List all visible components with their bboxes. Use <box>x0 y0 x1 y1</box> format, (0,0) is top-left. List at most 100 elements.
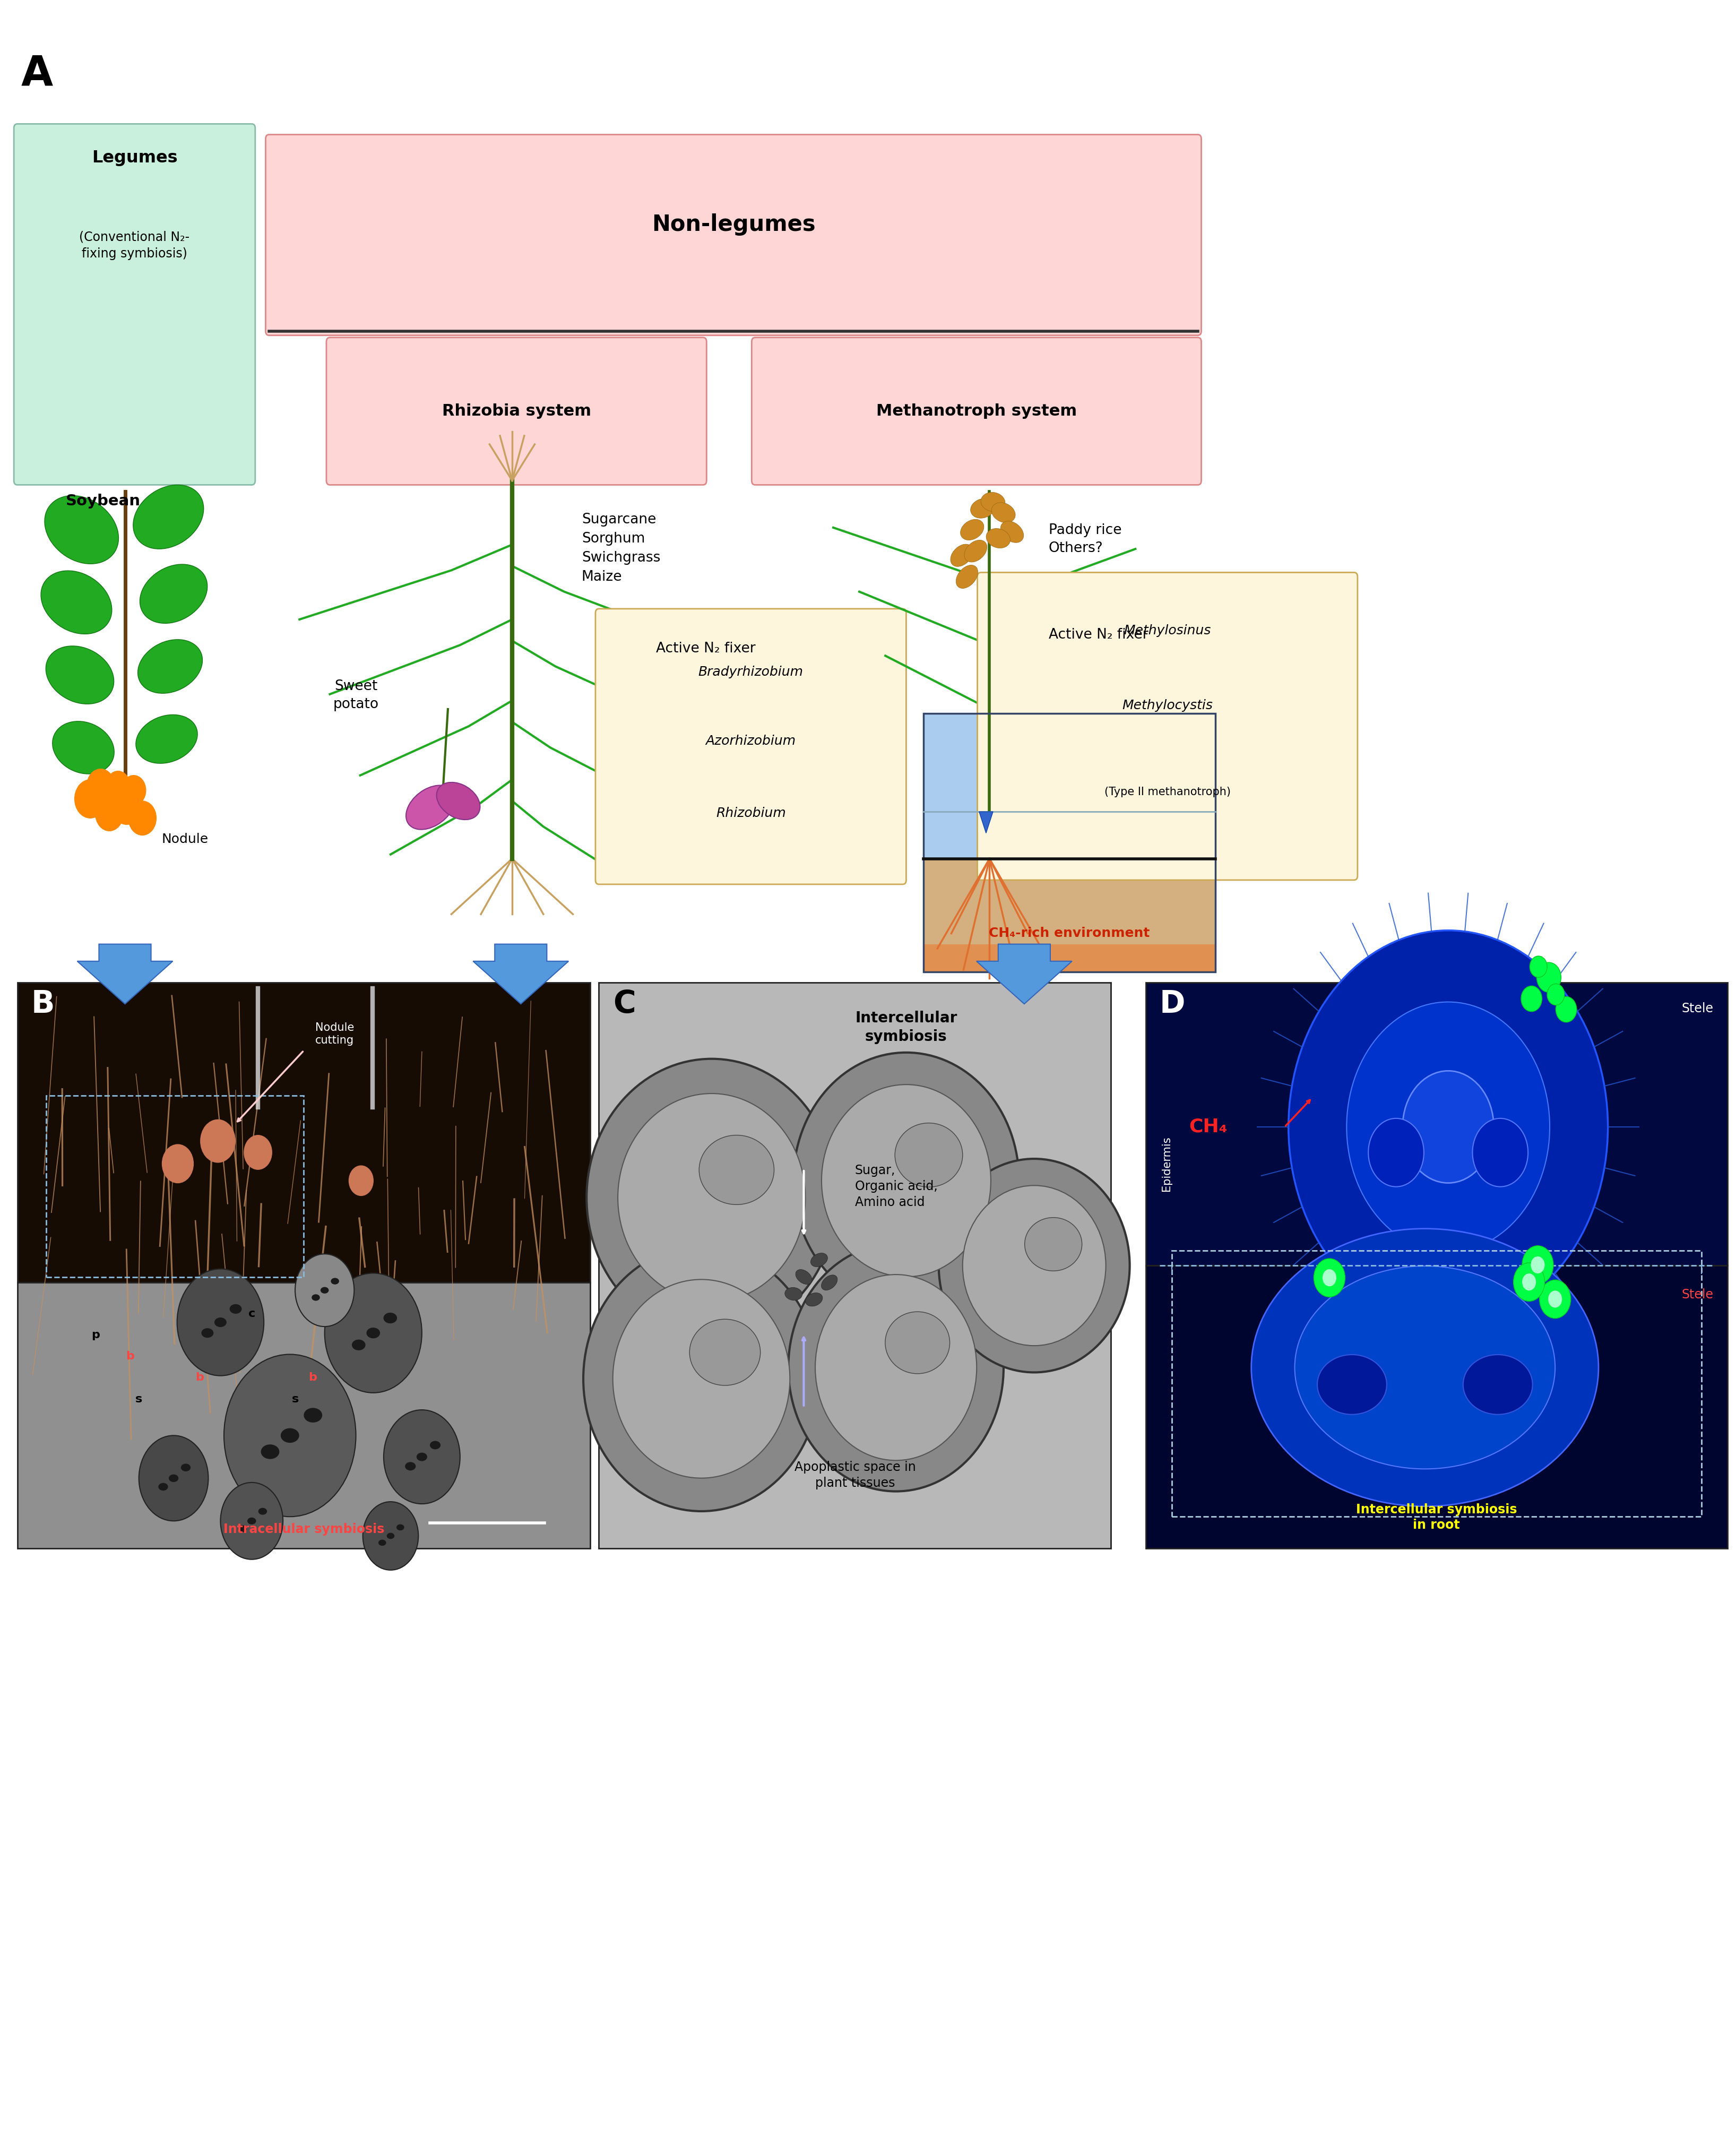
Circle shape <box>139 1435 208 1521</box>
Text: Stele: Stele <box>1682 1288 1713 1301</box>
Ellipse shape <box>821 1085 991 1277</box>
Text: Active N₂ fixer: Active N₂ fixer <box>656 643 755 656</box>
Text: Rhizobia system: Rhizobia system <box>443 404 590 419</box>
Ellipse shape <box>431 1442 441 1450</box>
Circle shape <box>1540 1279 1571 1318</box>
Ellipse shape <box>321 1288 328 1294</box>
Circle shape <box>1521 987 1542 1012</box>
Circle shape <box>1347 1002 1550 1252</box>
Text: (Type II methanotroph): (Type II methanotroph) <box>1104 786 1231 797</box>
Ellipse shape <box>201 1329 214 1337</box>
Circle shape <box>1522 1245 1554 1284</box>
FancyBboxPatch shape <box>14 124 255 485</box>
Circle shape <box>87 769 115 803</box>
Text: Epidermis: Epidermis <box>1161 1136 1172 1192</box>
Bar <box>1146 983 1727 1265</box>
Text: (Conventional N₂-
fixing symbiosis): (Conventional N₂- fixing symbiosis) <box>80 231 189 261</box>
Circle shape <box>295 1254 354 1326</box>
Ellipse shape <box>689 1320 760 1386</box>
Ellipse shape <box>259 1508 267 1514</box>
Ellipse shape <box>951 545 972 566</box>
Text: s: s <box>135 1395 142 1403</box>
Ellipse shape <box>229 1305 241 1314</box>
Ellipse shape <box>816 1275 977 1461</box>
Ellipse shape <box>1000 521 1024 543</box>
Text: D: D <box>1160 989 1186 1019</box>
Text: Apoplastic space in
plant tissues: Apoplastic space in plant tissues <box>795 1461 915 1489</box>
Circle shape <box>1323 1269 1337 1286</box>
Text: B: B <box>31 989 56 1019</box>
Text: c: c <box>248 1309 255 1318</box>
Bar <box>599 983 1111 1549</box>
Ellipse shape <box>45 496 118 564</box>
FancyBboxPatch shape <box>266 135 1201 335</box>
Text: Sweet
potato: Sweet potato <box>333 679 378 711</box>
Ellipse shape <box>1024 1218 1082 1271</box>
Circle shape <box>106 771 130 801</box>
Text: Intercellular
symbiosis: Intercellular symbiosis <box>856 1010 957 1045</box>
Text: Methanotroph system: Methanotroph system <box>877 404 1076 419</box>
Text: Intercellular symbiosis
in root: Intercellular symbiosis in root <box>1356 1504 1517 1532</box>
Ellipse shape <box>806 1292 823 1307</box>
Text: Sugarcane
Sorghum
Swichgrass
Maize: Sugarcane Sorghum Swichgrass Maize <box>582 513 660 583</box>
FancyArrow shape <box>472 944 569 1004</box>
Circle shape <box>1555 998 1576 1023</box>
Ellipse shape <box>332 1277 339 1284</box>
Ellipse shape <box>168 1474 179 1482</box>
Ellipse shape <box>991 502 1016 523</box>
Ellipse shape <box>304 1408 323 1423</box>
FancyArrow shape <box>976 944 1071 1004</box>
Ellipse shape <box>613 1279 790 1478</box>
Ellipse shape <box>158 1482 168 1491</box>
FancyBboxPatch shape <box>595 609 906 884</box>
Circle shape <box>224 1354 356 1517</box>
Ellipse shape <box>281 1429 299 1442</box>
Ellipse shape <box>1252 1228 1599 1506</box>
Circle shape <box>1522 1273 1536 1290</box>
Ellipse shape <box>896 1124 962 1188</box>
Ellipse shape <box>785 1288 802 1301</box>
Circle shape <box>161 1145 193 1183</box>
Bar <box>1146 1265 1727 1549</box>
Ellipse shape <box>384 1314 398 1324</box>
Circle shape <box>220 1482 283 1559</box>
Text: Rhizobium: Rhizobium <box>715 807 786 820</box>
Text: p: p <box>92 1331 99 1339</box>
Ellipse shape <box>45 645 115 705</box>
Circle shape <box>1529 957 1547 978</box>
Circle shape <box>1547 985 1564 1006</box>
Text: CH₄: CH₄ <box>1189 1117 1227 1136</box>
Circle shape <box>325 1273 422 1393</box>
Text: Legumes: Legumes <box>92 150 177 167</box>
Ellipse shape <box>387 1534 394 1538</box>
Circle shape <box>1472 1119 1528 1188</box>
Circle shape <box>349 1166 373 1196</box>
Text: C: C <box>613 989 635 1019</box>
Ellipse shape <box>141 564 207 624</box>
Ellipse shape <box>963 540 988 562</box>
Ellipse shape <box>378 1540 385 1546</box>
Circle shape <box>111 786 142 824</box>
Ellipse shape <box>404 1461 415 1470</box>
Circle shape <box>1531 1256 1545 1273</box>
Text: Nodule: Nodule <box>161 833 208 846</box>
Bar <box>17 983 590 1282</box>
Circle shape <box>122 775 146 805</box>
Ellipse shape <box>417 1452 427 1461</box>
Ellipse shape <box>366 1329 380 1339</box>
FancyBboxPatch shape <box>326 337 707 485</box>
Ellipse shape <box>134 485 203 549</box>
Text: Soybean: Soybean <box>66 493 141 508</box>
Circle shape <box>200 1119 234 1162</box>
Ellipse shape <box>811 1254 828 1267</box>
Ellipse shape <box>970 498 995 519</box>
Ellipse shape <box>986 528 1010 549</box>
Ellipse shape <box>436 782 481 820</box>
Circle shape <box>75 780 106 818</box>
Text: Methylosinus: Methylosinus <box>1123 624 1212 637</box>
Ellipse shape <box>618 1094 806 1301</box>
Text: s: s <box>292 1395 299 1403</box>
Ellipse shape <box>396 1525 404 1529</box>
Text: Bradyrhizobium: Bradyrhizobium <box>698 666 804 677</box>
Ellipse shape <box>821 1275 837 1290</box>
